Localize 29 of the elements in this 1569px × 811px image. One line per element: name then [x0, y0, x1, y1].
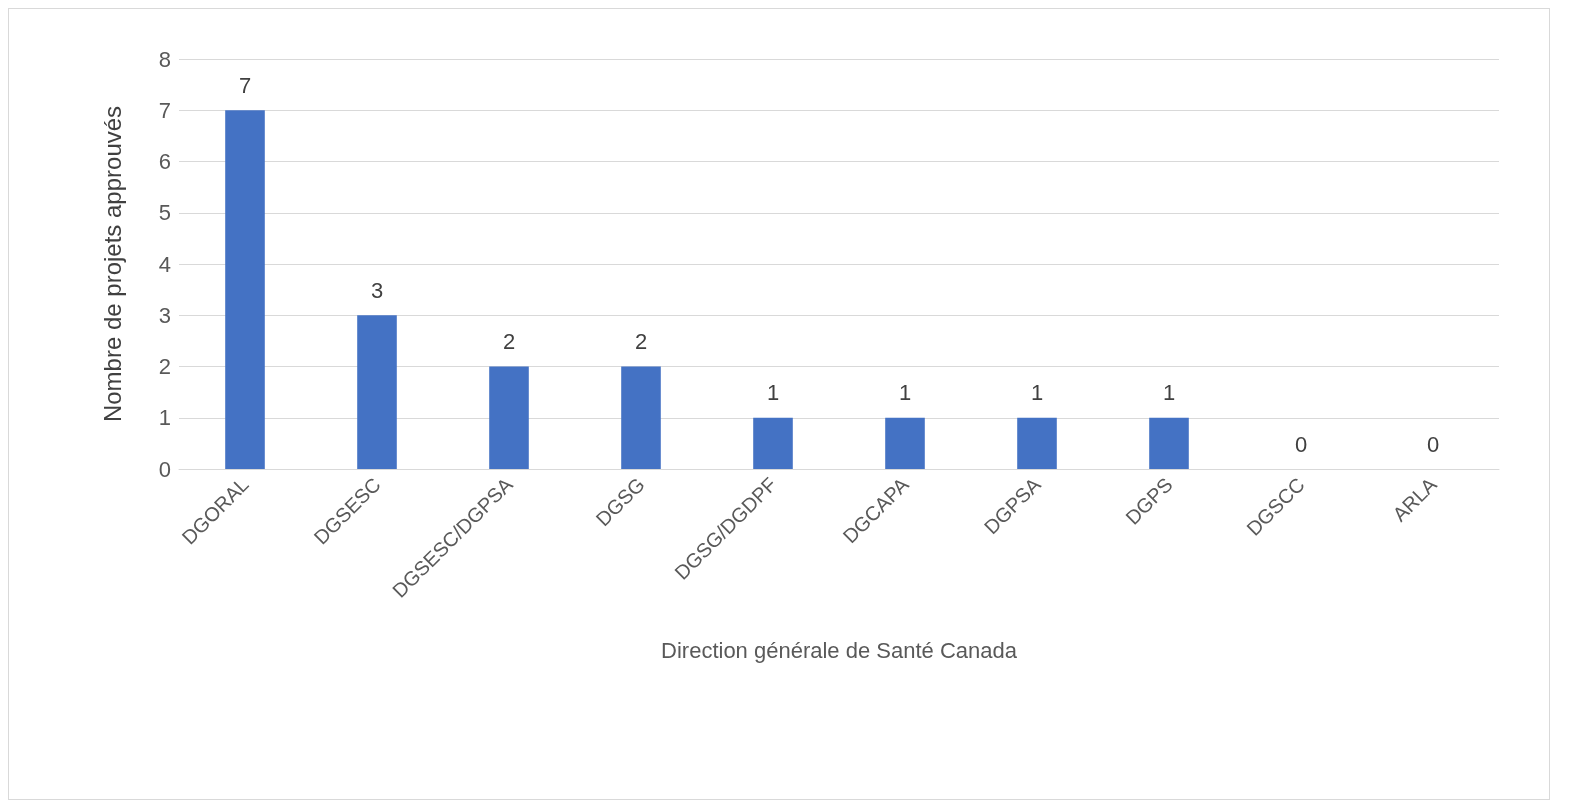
y-tick-label: 4: [158, 251, 171, 277]
data-label: 1: [898, 380, 912, 406]
y-tick-label: 0: [158, 456, 171, 482]
y-tick-label: 7: [158, 97, 171, 123]
data-label: 0: [1426, 431, 1440, 457]
bar: [621, 366, 661, 469]
y-tick-label: 3: [158, 302, 171, 328]
data-label: 3: [370, 277, 384, 303]
data-label: 7: [238, 72, 252, 98]
bar: [753, 417, 793, 469]
data-label: 1: [1030, 380, 1044, 406]
y-tick-label: 8: [158, 46, 171, 72]
y-tick-label: 6: [158, 149, 171, 174]
bar: [1149, 417, 1189, 469]
data-label: 1: [1162, 380, 1176, 406]
x-axis-title: Direction générale de Santé Canada: [661, 637, 1018, 663]
data-label: 0: [1294, 431, 1308, 457]
bar: [489, 366, 529, 469]
y-tick-label: 5: [158, 200, 171, 226]
y-axis-title: Nombre de projets approuvés: [98, 105, 126, 423]
data-label: 2: [634, 329, 648, 354]
y-tick-label: 1: [158, 405, 171, 431]
bar: [357, 315, 397, 469]
data-label: 1: [766, 380, 780, 406]
bar: [885, 417, 925, 469]
y-tick-label: 2: [158, 354, 171, 379]
bar: [225, 110, 265, 469]
bar: [1017, 417, 1057, 469]
data-label: 2: [502, 329, 516, 354]
